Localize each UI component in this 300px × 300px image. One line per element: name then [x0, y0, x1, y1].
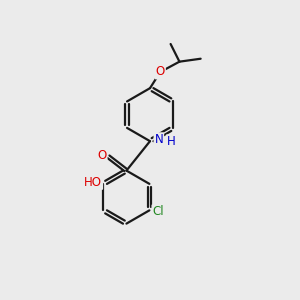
Text: H: H [167, 135, 176, 148]
Text: O: O [156, 65, 165, 79]
Text: HO: HO [84, 176, 102, 189]
Text: O: O [98, 149, 106, 162]
Text: N: N [154, 133, 163, 146]
Text: Cl: Cl [152, 205, 164, 218]
